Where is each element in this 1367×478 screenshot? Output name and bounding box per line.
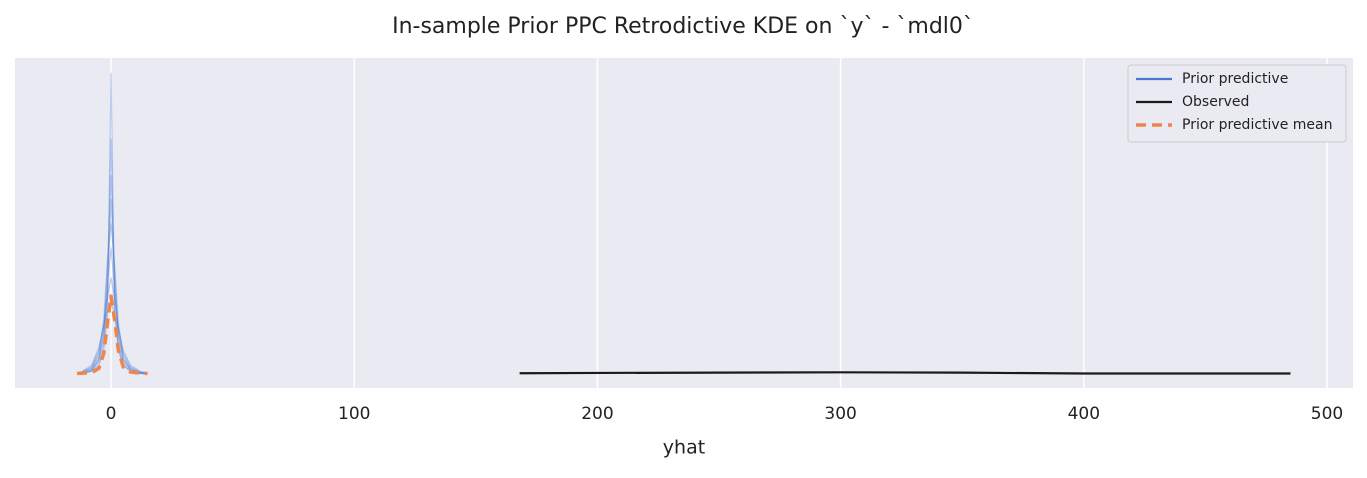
x-tick-label: 300 [824, 404, 856, 424]
series-line [76, 294, 148, 376]
grid [110, 58, 1328, 388]
series-line [81, 247, 148, 375]
series-line [81, 277, 148, 374]
legend-label: Prior predictive [1182, 71, 1288, 87]
chart-title: In-sample Prior PPC Retrodictive KDE on … [392, 14, 974, 39]
series-line [519, 371, 1291, 375]
series-line [81, 199, 148, 375]
legend: Prior predictive Observed Prior predictive… [1127, 64, 1347, 143]
plot-lines [76, 72, 1291, 376]
x-tick-label: 100 [338, 404, 370, 424]
x-axis-label: yhat [663, 437, 705, 459]
legend-label: Observed [1182, 94, 1249, 110]
x-tick-label: 500 [1311, 404, 1343, 424]
x-tick-label: 200 [581, 404, 613, 424]
x-tick-label: 400 [1068, 404, 1100, 424]
x-tick-label: 0 [106, 404, 117, 424]
series-line [81, 301, 148, 374]
series-line [81, 223, 148, 375]
legend-box [1127, 64, 1347, 143]
legend-label: Prior predictive mean [1182, 117, 1332, 133]
